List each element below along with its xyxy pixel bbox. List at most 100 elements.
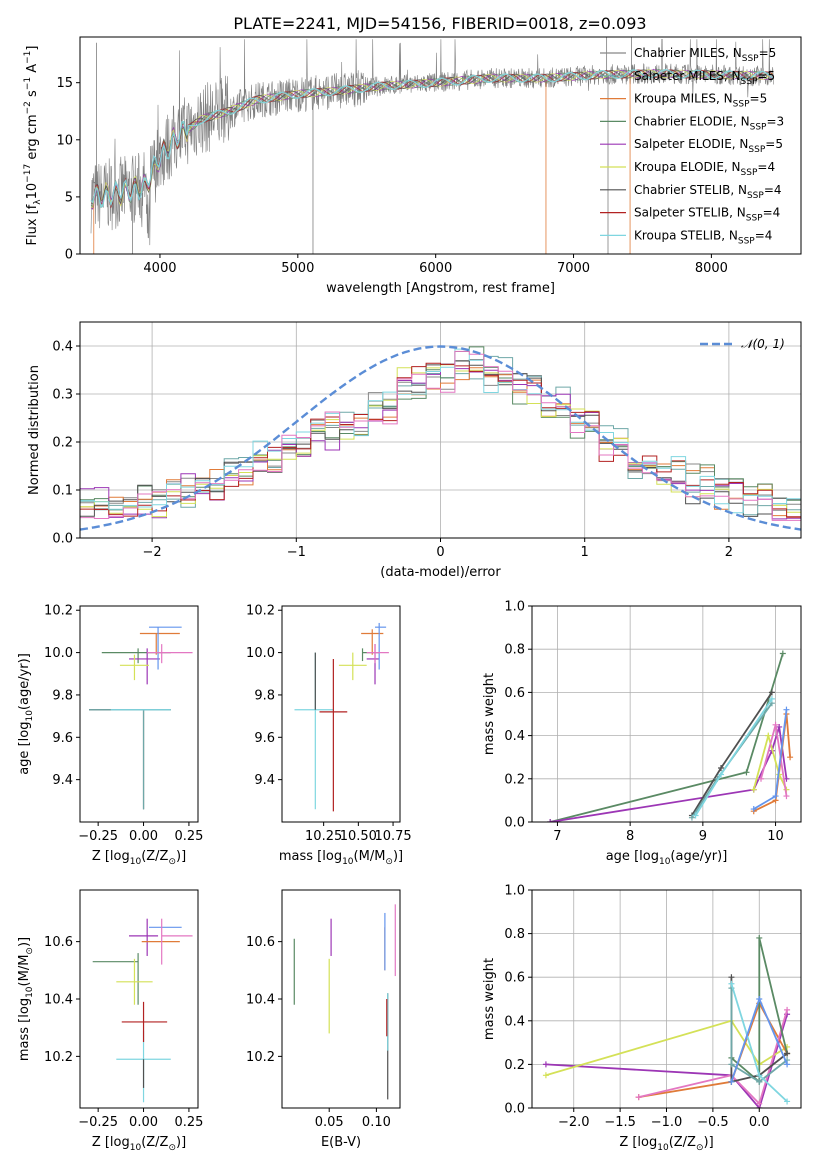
x-tick-label: −1.0 [651, 1115, 683, 1130]
data-point [756, 934, 763, 941]
y-tick-label: 0.4 [504, 729, 525, 744]
x-tick-label: −1.5 [604, 1115, 636, 1130]
y-tick-label: 10.2 [246, 1050, 275, 1065]
x-tick-label: 7000 [557, 261, 590, 276]
y-tick-label: 1.0 [504, 600, 525, 615]
x-axis-label: mass [log10(M/M⊙)] [279, 849, 403, 867]
data-point [692, 812, 699, 819]
model-spectrum [90, 69, 773, 209]
data-point [779, 650, 786, 657]
axes-frame [281, 889, 401, 1109]
data-point [728, 1061, 735, 1068]
y-tick-label: 0.0 [504, 1102, 525, 1117]
legend-label: Chabrier MILES, NSSP=5 [634, 46, 776, 64]
x-axis-label: E(B-V) [321, 1135, 361, 1150]
age-vs-metallicity-panel: −0.25 0.00 0.25 9.4 9.6 9.8 10.0 10.2 Z [log10(Z… [17, 604, 203, 867]
y-tick-label: 10.4 [44, 993, 73, 1008]
x-tick-label: −0.25 [78, 829, 118, 844]
mass-weight-line [545, 1014, 788, 1108]
x-tick-label: 10 [767, 829, 784, 844]
x-axis-label: Z [log10(Z/Z⊙)] [92, 1135, 186, 1153]
data-point [547, 819, 554, 822]
data-point [758, 775, 765, 782]
data-point [635, 1094, 642, 1101]
y-tick-label: 0.3 [52, 388, 73, 403]
y-tick-label: 9.6 [52, 731, 73, 746]
data-point [688, 814, 695, 821]
x-tick-label: 0.00 [129, 829, 158, 844]
residual-histogram [80, 348, 801, 514]
x-tick-label: 10.75 [374, 829, 411, 844]
x-tick-label: 0.05 [315, 1115, 344, 1130]
data-point [728, 980, 735, 987]
data-point [784, 1050, 791, 1057]
figure-title: PLATE=2241, MJD=54156, FIBERID=0018, z=0… [233, 14, 646, 33]
legend-label: Kroupa MILES, NSSP=5 [634, 92, 767, 110]
y-tick-label: 9.4 [254, 773, 275, 788]
y-tick-label: 0.1 [52, 484, 73, 499]
plot-area [90, 37, 774, 254]
y-tick-label: 15 [56, 76, 73, 91]
x-tick-label: −2.0 [558, 1115, 590, 1130]
x-tick-label: −0.25 [78, 1115, 118, 1130]
y-tick-label: 9.8 [254, 688, 275, 703]
x-tick-label: 0.10 [362, 1115, 391, 1130]
mass-vs-metallicity-panel: −0.25 0.00 0.25 10.2 10.4 10.6 Z [log10(Z/Z⊙)]… [17, 889, 203, 1153]
mass-weight-line [752, 732, 788, 790]
data-point [772, 793, 779, 800]
y-axis-label: Flux [fλ10−17 erg cm−2 s−1 A−1] [23, 46, 43, 246]
data-point [768, 689, 775, 696]
legend-label: Chabrier ELODIE, NSSP=3 [634, 114, 784, 132]
data-point [756, 1072, 763, 1079]
data-point [783, 793, 790, 800]
data-point [776, 723, 783, 730]
y-tick-label: 9.6 [254, 731, 275, 746]
data-point [718, 765, 725, 771]
mass-weight-vs-age-panel: 7 8 9 10 0.0 0.2 0.4 0.6 0.8 1.0 age [log10(age/yr… [482, 600, 802, 867]
data-point [743, 769, 750, 776]
x-tick-label: 2 [725, 545, 733, 560]
y-tick-label: 10.6 [246, 935, 275, 950]
x-tick-label: 4000 [143, 261, 176, 276]
legend-label: Kroupa STELIB, NSSP=4 [634, 228, 772, 246]
data-point [787, 754, 794, 761]
y-tick-label: 10.4 [246, 993, 275, 1008]
y-tick-label: 10 [56, 133, 73, 148]
data-point [784, 1006, 791, 1013]
observed-spectrum [90, 39, 774, 246]
plot-area [294, 622, 389, 812]
residual-histogram-panel: −2 −1 0 1 2 0.0 0.1 0.2 0.3 0.4 (data-model)/error… [27, 321, 802, 580]
x-tick-label: −1 [287, 545, 306, 560]
data-point [783, 706, 790, 713]
x-tick-label: 1 [581, 545, 589, 560]
data-point [756, 1078, 763, 1085]
residual-histogram [80, 362, 801, 518]
y-tick-label: 0.2 [504, 1058, 525, 1073]
data-point [784, 1061, 791, 1068]
x-tick-label: −0.5 [697, 1115, 729, 1130]
data-point [765, 732, 772, 739]
y-axis-label: mass weight [482, 958, 497, 1040]
data-point [756, 996, 763, 1002]
data-point [756, 1100, 763, 1107]
y-tick-label: 0 [65, 248, 73, 263]
legend-label: 𝒩(0, 1) [741, 337, 785, 351]
x-tick-label: 10.25 [305, 829, 342, 844]
y-tick-label: 0.6 [504, 971, 525, 986]
plot-area [293, 904, 396, 1100]
y-tick-label: 0.2 [52, 436, 73, 451]
legend-label: Kroupa ELODIE, NSSP=4 [634, 160, 775, 178]
x-tick-label: 0.0 [749, 1115, 770, 1130]
axes-frame [79, 36, 802, 255]
y-tick-label: 9.4 [52, 773, 73, 788]
y-tick-label: 0.2 [504, 772, 525, 787]
data-point [728, 974, 735, 981]
x-tick-label: 7 [553, 829, 561, 844]
data-point [750, 786, 757, 793]
axes-frame [281, 605, 401, 823]
mass-weight-line [691, 691, 773, 816]
x-tick-label: 10.50 [340, 829, 377, 844]
legend-label: Chabrier STELIB, NSSP=4 [634, 183, 782, 201]
